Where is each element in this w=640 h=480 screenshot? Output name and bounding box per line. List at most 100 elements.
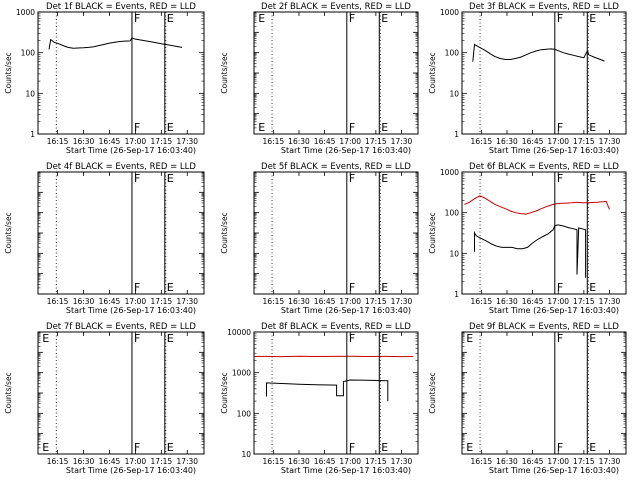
marker-label-top: E — [589, 172, 596, 185]
marker-label-top: E — [381, 332, 388, 345]
marker-label-top: F — [557, 332, 563, 345]
marker-label-top: E — [589, 332, 596, 345]
marker-label-top: E — [381, 12, 388, 25]
panel-frame — [461, 171, 627, 295]
panel-frame — [461, 331, 627, 455]
y-axis-label: Counts/sec — [428, 52, 437, 93]
marker-label-top: E — [167, 172, 174, 185]
panel-title: Det 2f BLACK = Events, RED = LLD — [261, 2, 411, 12]
marker-label-top: E — [167, 332, 174, 345]
events-series-line — [474, 224, 587, 278]
panel-title: Det 7f BLACK = Events, RED = LLD — [46, 322, 196, 332]
x-axis-label: Start Time (26-Sep-17 16:03:40) — [281, 306, 411, 315]
y-tick-label: 10 — [241, 450, 251, 459]
x-axis-label: Start Time (26-Sep-17 16:03:40) — [281, 466, 411, 475]
panel-title: Det 1f BLACK = Events, RED = LLD — [46, 2, 196, 12]
y-axis-label: Counts/sec — [4, 372, 13, 413]
marker-label-bottom: E — [381, 121, 388, 134]
x-tick-label: 16:30 — [496, 457, 518, 466]
x-tick-label: 17:30 — [176, 457, 198, 466]
x-axis-label: Start Time (26-Sep-17 16:03:40) — [489, 306, 619, 315]
marker-label-top: F — [134, 172, 140, 185]
marker-label-bottom: F — [349, 441, 355, 454]
x-tick-label: 16:15 — [471, 457, 493, 466]
x-axis-label: Start Time (26-Sep-17 16:03:40) — [66, 306, 196, 315]
x-tick-label: 17:00 — [547, 297, 569, 306]
marker-label-bottom: E — [589, 441, 596, 454]
x-tick-label: 17:15 — [573, 457, 595, 466]
panel-5f: Det 5f BLACK = Events, RED = LLD 16:15 16:… — [220, 162, 419, 315]
panel-title: Det 4f BLACK = Events, RED = LLD — [46, 162, 196, 172]
x-tick-label: 16:30 — [73, 137, 95, 146]
y-tick-label: 10 — [449, 89, 459, 98]
marker-label-top: E — [42, 332, 49, 345]
x-tick-label: 16:45 — [99, 297, 121, 306]
marker-label-bottom: E — [167, 441, 174, 454]
y-axis-label: Counts/sec — [220, 52, 229, 93]
panel-frame — [253, 331, 419, 455]
marker-label-top: E — [466, 332, 473, 345]
x-tick-label: 16:30 — [73, 297, 95, 306]
x-tick-label: 17:30 — [599, 137, 621, 146]
x-tick-label: 17:00 — [125, 137, 147, 146]
x-tick-label: 17:00 — [339, 137, 361, 146]
y-tick-label: 100 — [21, 49, 36, 58]
x-tick-label: 17:30 — [599, 457, 621, 466]
x-tick-label: 17:15 — [365, 457, 387, 466]
marker-label-top: F — [349, 332, 355, 345]
x-tick-label: 16:30 — [288, 137, 310, 146]
x-tick-label: 17:15 — [151, 297, 173, 306]
panel-title: Det 5f BLACK = Events, RED = LLD — [261, 162, 411, 172]
marker-label-top: E — [258, 12, 265, 25]
y-tick-label: 1000 — [440, 168, 459, 177]
y-tick-label: 10000 — [227, 328, 251, 337]
x-tick-label: 16:45 — [314, 297, 336, 306]
marker-label-bottom: E — [589, 121, 596, 134]
x-tick-label: 16:30 — [288, 457, 310, 466]
x-tick-label: 16:45 — [99, 457, 121, 466]
x-tick-label: 17:00 — [547, 457, 569, 466]
x-tick-label: 17:15 — [573, 137, 595, 146]
panel-title: Det 6f BLACK = Events, RED = LLD — [469, 162, 619, 172]
x-tick-label: 17:00 — [125, 297, 147, 306]
x-tick-label: 17:30 — [176, 137, 198, 146]
y-tick-label: 1000 — [232, 369, 251, 378]
x-tick-label: 16:15 — [47, 137, 69, 146]
marker-label-top: F — [134, 12, 140, 25]
panel-title: Det 3f BLACK = Events, RED = LLD — [469, 2, 619, 12]
x-tick-label: 16:15 — [47, 457, 69, 466]
lld-series-line — [464, 195, 610, 215]
x-tick-label: 17:30 — [391, 137, 413, 146]
x-tick-label: 16:15 — [263, 297, 285, 306]
panel-frame — [37, 11, 205, 135]
x-tick-label: 16:45 — [522, 297, 544, 306]
panel-frame — [37, 171, 205, 295]
x-tick-label: 17:30 — [391, 457, 413, 466]
x-axis-label: Start Time (26-Sep-17 16:03:40) — [489, 146, 619, 155]
y-axis-label: Counts/sec — [220, 212, 229, 253]
y-tick-label: 1 — [454, 130, 459, 139]
marker-label-bottom: F — [134, 121, 140, 134]
marker-label-top: F — [557, 12, 563, 25]
panel-frame — [461, 11, 627, 135]
y-tick-label: 10 — [25, 89, 35, 98]
panel-1f: Det 1f BLACK = Events, RED = LLD 16:15 16:… — [4, 2, 205, 155]
marker-label-bottom: E — [258, 121, 265, 134]
marker-label-top: F — [557, 172, 563, 185]
x-tick-label: 17:30 — [176, 297, 198, 306]
marker-label-bottom: F — [557, 281, 563, 294]
x-tick-label: 16:15 — [471, 137, 493, 146]
marker-label-bottom: E — [381, 441, 388, 454]
marker-label-bottom: F — [134, 281, 140, 294]
marker-label-top: F — [134, 332, 140, 345]
y-axis-label: Counts/sec — [4, 52, 13, 93]
events-series-line — [472, 43, 605, 62]
x-tick-label: 17:00 — [339, 457, 361, 466]
y-axis-label: Counts/sec — [428, 212, 437, 253]
x-tick-label: 16:45 — [314, 457, 336, 466]
